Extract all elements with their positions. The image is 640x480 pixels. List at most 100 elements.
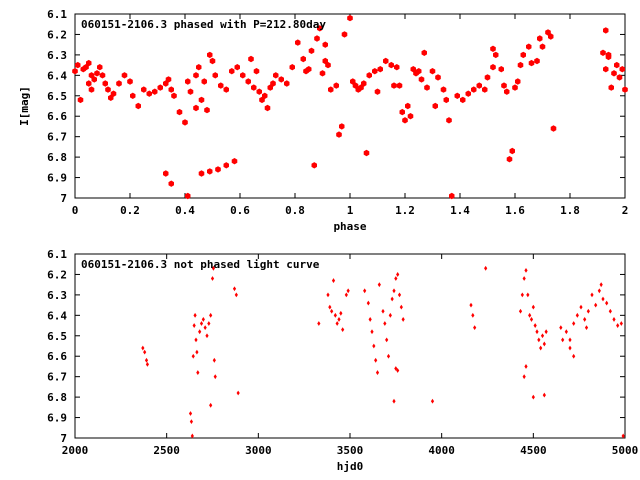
data-point: [469, 302, 473, 308]
data-point: [399, 304, 403, 310]
data-point: [539, 345, 543, 351]
data-point: [374, 88, 381, 95]
data-point: [440, 86, 447, 93]
data-point: [187, 88, 194, 95]
chart-title: 060151-2106.3 phased with P=212.80day: [81, 18, 326, 31]
data-point: [392, 288, 396, 294]
data-point: [372, 68, 378, 75]
data-point: [520, 292, 524, 298]
data-point: [143, 349, 147, 355]
data-point: [394, 366, 398, 371]
data-point: [526, 292, 530, 298]
data-point: [358, 84, 364, 91]
data-point: [611, 70, 617, 77]
data-point: [205, 333, 209, 339]
y-tick-label: 7: [60, 432, 67, 445]
data-point: [544, 329, 548, 335]
data-point: [471, 312, 475, 318]
data-point: [203, 325, 207, 330]
data-point: [537, 35, 543, 42]
data-point: [603, 66, 609, 73]
data-point: [339, 123, 345, 130]
data-point: [121, 72, 128, 79]
x-tick-label: 1: [347, 204, 354, 217]
data-point: [319, 70, 326, 77]
x-tick-label: 1.2: [395, 204, 415, 217]
data-point: [537, 337, 541, 343]
data-point: [614, 61, 620, 69]
data-point: [99, 72, 106, 79]
data-point: [333, 312, 337, 318]
data-point: [388, 312, 392, 318]
data-point: [418, 76, 425, 83]
x-tick-label: 3000: [245, 444, 272, 457]
data-point: [484, 74, 491, 81]
data-point: [432, 102, 438, 110]
y-tick-label: 6.8: [47, 151, 67, 164]
data-point: [248, 55, 254, 63]
y-tick-label: 6.3: [47, 289, 67, 302]
y-tick-label: 6.8: [47, 391, 67, 404]
data-point: [212, 72, 218, 79]
data-point: [386, 353, 391, 359]
data-point: [191, 353, 195, 359]
data-point: [528, 59, 535, 67]
data-point: [372, 343, 376, 349]
data-point: [540, 333, 545, 339]
data-point: [337, 317, 341, 322]
data-point: [105, 86, 111, 93]
y-axis-title: I[mag]: [18, 86, 31, 126]
data-point: [399, 108, 405, 116]
data-point: [381, 308, 385, 314]
data-point: [192, 323, 196, 328]
data-point: [207, 51, 213, 59]
data-point: [350, 78, 356, 85]
data-point: [394, 64, 400, 71]
data-point: [330, 308, 334, 314]
data-point: [165, 76, 172, 83]
data-point: [435, 74, 441, 81]
data-point: [568, 345, 572, 351]
data-point: [223, 86, 229, 93]
data-point: [401, 317, 405, 322]
data-point: [605, 300, 609, 306]
data-point: [619, 66, 625, 73]
x-tick-label: 5000: [612, 444, 639, 457]
data-point: [424, 84, 430, 91]
data-point: [383, 321, 387, 326]
data-point: [501, 82, 507, 89]
data-point: [193, 312, 197, 318]
data-point: [110, 90, 117, 97]
data-point: [278, 76, 284, 83]
data-point: [597, 288, 601, 294]
data-point: [193, 72, 199, 79]
data-point: [385, 337, 389, 343]
data-point: [135, 102, 141, 110]
data-point: [590, 292, 594, 298]
data-point: [394, 276, 398, 281]
data-point: [88, 86, 95, 93]
data-point: [204, 106, 210, 114]
plot-frame: [74, 13, 626, 199]
data-point: [326, 292, 330, 298]
data-point: [471, 86, 477, 93]
data-point: [490, 64, 496, 71]
data-point: [605, 53, 612, 61]
data-point: [346, 288, 350, 294]
data-point: [201, 317, 205, 322]
data-point: [383, 57, 389, 65]
y-tick-label: 6.7: [47, 131, 67, 144]
data-point: [504, 88, 510, 95]
y-tick-label: 6.6: [47, 350, 67, 363]
data-point: [535, 329, 539, 335]
data-point: [482, 86, 488, 93]
x-tick-label: 4500: [520, 444, 547, 457]
data-point: [163, 170, 169, 177]
data-point: [498, 66, 504, 73]
data-point: [410, 66, 416, 73]
data-point: [188, 411, 193, 416]
data-point: [210, 276, 215, 281]
data-point: [522, 276, 526, 281]
data-point: [325, 61, 331, 69]
